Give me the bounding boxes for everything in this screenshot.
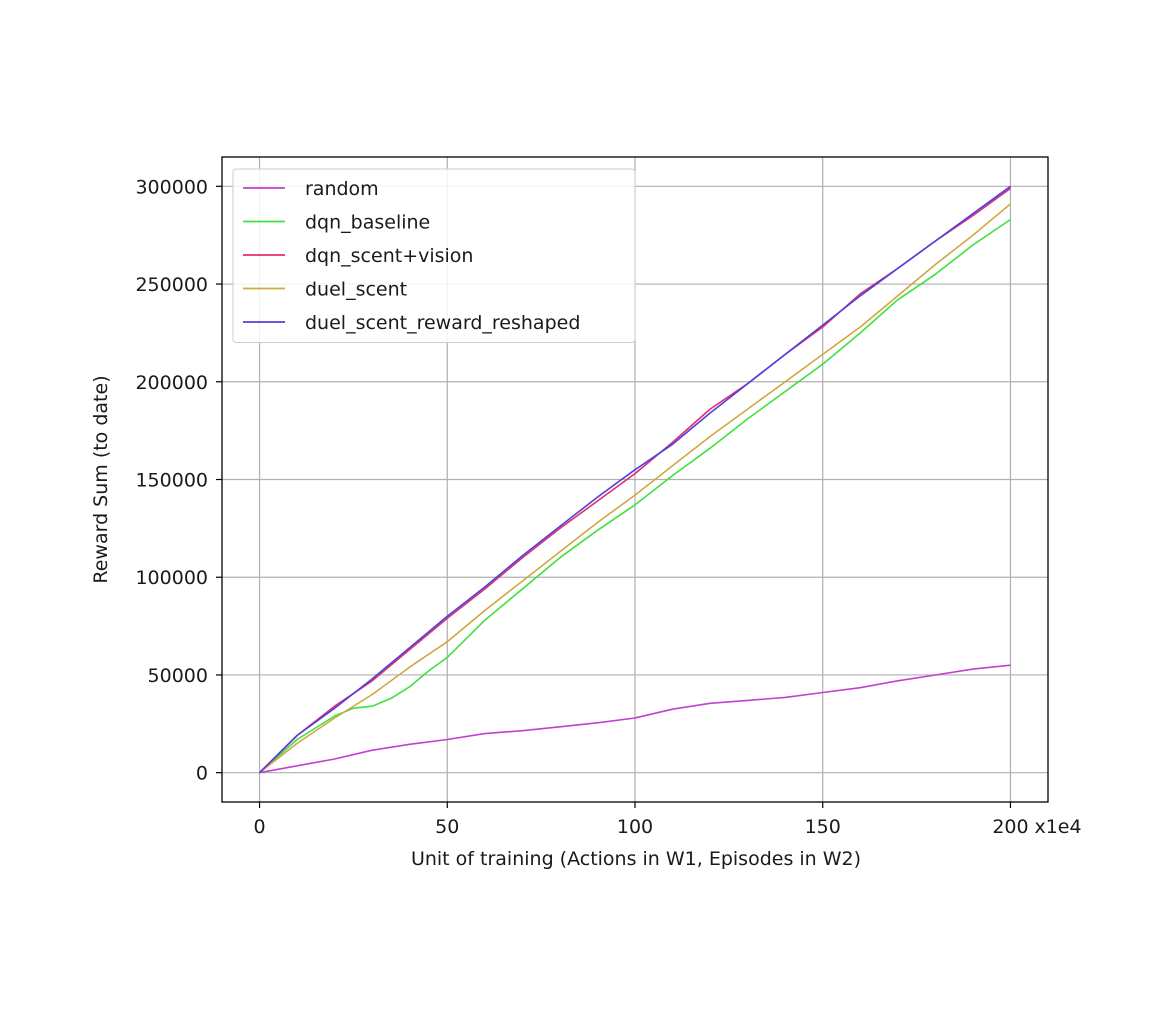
y-tick-label: 100000 [135,567,208,589]
axis-ticks: 0 50 100 150 200 0 50000 100000 150000 200000 2500… [135,176,1028,838]
legend-label: duel_scent_reward_reshaped [305,312,580,334]
series-line-3 [259,203,1012,774]
legend-label: duel_scent [305,279,407,301]
legend: random dqn_baseline dqn_scent+vision duel_s… [232,168,636,343]
y-tick-label: 0 [196,763,208,785]
legend-label: dqn_baseline [305,212,430,234]
series-line-0 [259,664,1011,774]
x-tick-label: 150 [805,816,841,838]
x-tick-label: 100 [617,816,653,838]
x-tick-label: 0 [253,816,265,838]
x-axis-offset-label: x1e4 [1034,816,1081,838]
legend-label: random [305,178,379,200]
series-line-4 [258,185,1011,774]
y-axis-label: Reward Sum (to date) [90,375,112,583]
y-tick-label: 300000 [135,176,208,198]
y-tick-label: 200000 [135,372,208,394]
x-tick-label: 50 [435,816,459,838]
y-tick-label: 50000 [148,665,208,687]
y-tick-label: 250000 [135,274,208,296]
y-tick-label: 150000 [135,470,208,492]
series-line-1 [258,218,1011,774]
legend-label: dqn_scent+vision [305,245,473,267]
x-tick-label: 200 [992,816,1028,838]
x-axis-label: Unit of training (Actions in W1, Episode… [411,848,861,870]
series-lines [258,185,1012,774]
legend-box [232,168,636,343]
